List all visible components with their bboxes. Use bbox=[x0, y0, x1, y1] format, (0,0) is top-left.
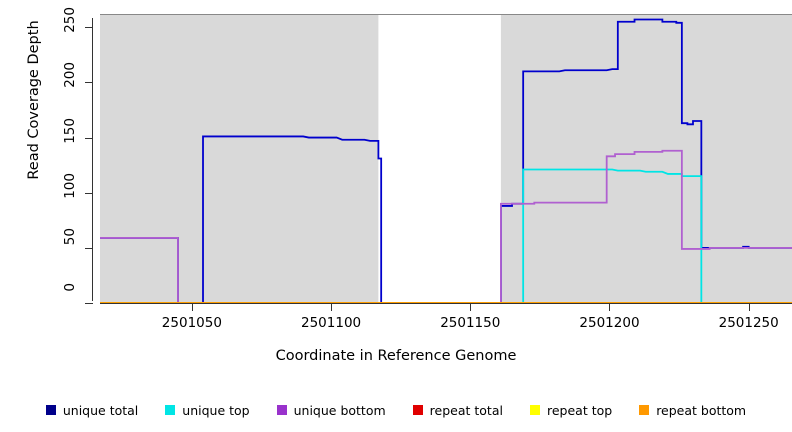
legend-item-repeat-bottom[interactable]: repeat bottom bbox=[639, 403, 746, 418]
x-axis-title: Coordinate in Reference Genome bbox=[275, 348, 517, 364]
legend-swatch-icon bbox=[276, 405, 287, 415]
y-tick-label: 200 bbox=[62, 62, 78, 89]
y-tick-label: 100 bbox=[62, 172, 78, 199]
y-tick-mark bbox=[85, 27, 93, 29]
legend-label: repeat total bbox=[429, 402, 503, 418]
y-tick-mark bbox=[85, 303, 93, 304]
y-tick-mark bbox=[85, 247, 93, 249]
x-tick-mark bbox=[609, 303, 611, 311]
x-axis-line bbox=[100, 303, 792, 304]
y-tick-label: 0 bbox=[62, 283, 78, 292]
legend-label: repeat bottom bbox=[656, 402, 747, 418]
legend-label: unique bottom bbox=[293, 402, 386, 418]
legend-item-unique-total[interactable]: unique total bbox=[45, 402, 139, 418]
y-tick-label: 50 bbox=[62, 227, 78, 246]
legend-label: unique total bbox=[62, 402, 139, 418]
series-unique-total bbox=[100, 18, 792, 303]
legend-swatch-icon bbox=[412, 405, 423, 415]
y-tick-mark bbox=[85, 192, 93, 194]
legend-item-unique-bottom[interactable]: unique bottom bbox=[276, 402, 386, 418]
shaded-region-0 bbox=[100, 14, 379, 303]
shaded-region-1 bbox=[500, 14, 792, 303]
series-unique-top bbox=[100, 168, 792, 303]
x-tick-mark bbox=[748, 303, 750, 311]
plot-area bbox=[100, 14, 792, 303]
x-tick-label: 2501250 bbox=[718, 315, 779, 331]
legend-label: unique top bbox=[182, 402, 250, 418]
legend-swatch-icon bbox=[639, 405, 650, 415]
x-axis: 2501050 2501100 2501150 2501200 2501250 Coor… bbox=[0, 303, 792, 364]
y-tick-mark bbox=[85, 137, 93, 139]
x-tick-mark bbox=[331, 303, 333, 311]
legend-swatch-icon bbox=[529, 405, 540, 415]
legend-item-unique-top[interactable]: unique top bbox=[165, 402, 250, 418]
x-tick-mark bbox=[470, 303, 472, 311]
legend-item-repeat-total[interactable]: repeat total bbox=[412, 402, 503, 418]
legend-label: repeat top bbox=[546, 402, 613, 418]
legend-swatch-icon bbox=[45, 405, 56, 415]
y-axis-title: Read Coverage Depth bbox=[26, 20, 42, 180]
legend-swatch-icon bbox=[165, 405, 176, 415]
series-unique-bottom bbox=[100, 149, 792, 303]
legend-item-repeat-top[interactable]: repeat top bbox=[529, 402, 613, 418]
x-tick-label: 2501150 bbox=[440, 315, 501, 331]
x-tick-label: 2501050 bbox=[161, 315, 222, 331]
x-tick-label: 2501200 bbox=[579, 315, 640, 331]
x-tick-label: 2501100 bbox=[301, 315, 362, 331]
y-tick-label: 150 bbox=[62, 117, 78, 144]
y-tick-mark bbox=[85, 82, 93, 84]
x-tick-mark bbox=[191, 303, 193, 311]
plot-canvas bbox=[100, 14, 792, 303]
y-axis: Read Coverage Depth 0 50 100 150 200 250 bbox=[0, 0, 100, 320]
y-tick-label: 250 bbox=[62, 7, 78, 34]
y-axis-line bbox=[92, 18, 93, 301]
legend: unique total unique top unique bottom repea… bbox=[0, 398, 792, 422]
